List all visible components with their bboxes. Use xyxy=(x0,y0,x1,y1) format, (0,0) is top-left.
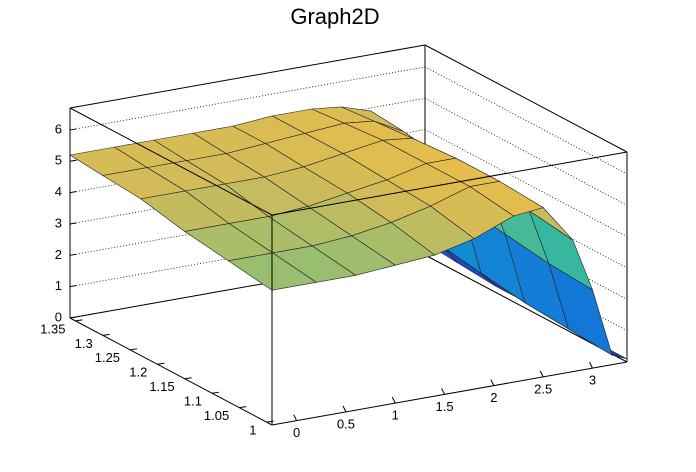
y-tick-label: 1.3 xyxy=(75,336,93,351)
z-tick-label: 4 xyxy=(55,184,62,199)
y-tick-label: 1.15 xyxy=(149,379,174,394)
z-tick xyxy=(69,316,77,319)
box-edge xyxy=(271,151,628,216)
y-tick xyxy=(129,348,138,351)
x-tick xyxy=(490,379,495,386)
y-tick-label: 1.2 xyxy=(129,365,147,380)
x-tick-label: 0.5 xyxy=(337,416,355,431)
grid-line xyxy=(424,254,628,363)
y-tick xyxy=(239,406,247,409)
y-tick xyxy=(266,420,274,423)
grid-line xyxy=(69,66,426,131)
x-tick-label: 2.5 xyxy=(534,381,552,396)
box-edge xyxy=(69,44,426,109)
x-tick xyxy=(293,414,298,421)
x-tick xyxy=(391,396,396,404)
z-tick xyxy=(69,128,77,131)
y-tick-label: 1.35 xyxy=(40,321,65,336)
z-tick-label: 6 xyxy=(55,121,62,136)
y-tick-label: 1 xyxy=(249,423,256,438)
z-tick xyxy=(69,159,77,162)
z-tick-label: 1 xyxy=(55,278,62,293)
z-tick xyxy=(69,222,77,225)
y-tick xyxy=(157,362,165,365)
chart-title: Graph2D xyxy=(290,4,379,29)
z-tick xyxy=(69,285,77,288)
y-axis xyxy=(69,317,273,426)
grid-line xyxy=(424,129,628,237)
x-tick-label: 3 xyxy=(589,373,596,388)
z-tick xyxy=(69,253,77,256)
x-tick-label: 2 xyxy=(490,390,497,405)
y-tick-label: 1.05 xyxy=(204,408,229,423)
x-tick xyxy=(589,361,593,369)
x-tick xyxy=(539,370,544,378)
z-tick xyxy=(69,191,77,194)
x-tick-label: 0 xyxy=(293,425,300,440)
y-tick-label: 1.25 xyxy=(95,350,120,365)
z-tick-label: 3 xyxy=(55,215,62,230)
box-edge xyxy=(424,44,628,153)
y-tick xyxy=(184,377,192,380)
y-tick xyxy=(75,319,83,322)
y-tick xyxy=(102,333,110,336)
z-tick-label: 0 xyxy=(55,309,62,324)
z-tick-label: 5 xyxy=(55,153,62,168)
x-tick xyxy=(342,405,347,413)
box-edge xyxy=(69,107,273,216)
grid-line xyxy=(424,66,628,175)
grid-line xyxy=(424,97,628,206)
z-tick-label: 2 xyxy=(55,247,62,262)
x-tick xyxy=(441,388,446,395)
x-axis xyxy=(271,361,628,426)
x-tick-label: 1 xyxy=(392,408,399,423)
x-tick-label: 1.5 xyxy=(436,399,454,414)
y-tick-label: 1.1 xyxy=(184,394,202,409)
y-tick xyxy=(211,391,220,394)
